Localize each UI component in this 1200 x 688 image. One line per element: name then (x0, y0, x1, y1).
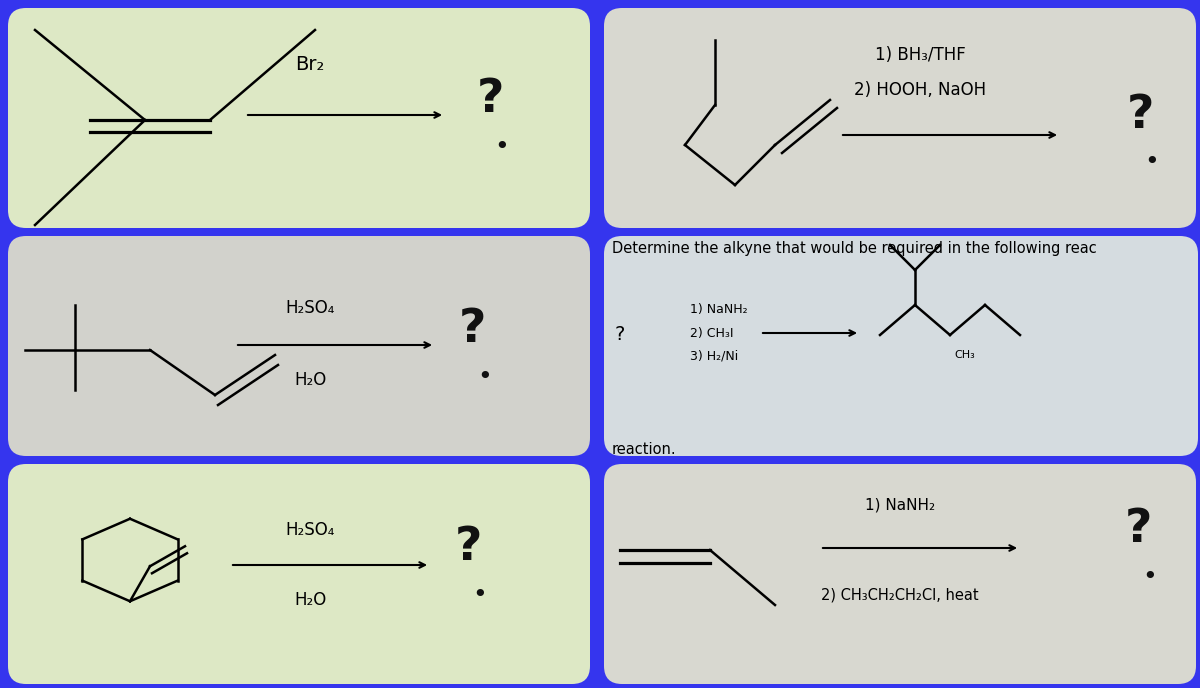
Text: •: • (1142, 565, 1157, 589)
Text: H₂O: H₂O (294, 371, 326, 389)
Text: ?: ? (460, 308, 487, 352)
FancyBboxPatch shape (604, 8, 1196, 228)
Text: H₂SO₄: H₂SO₄ (286, 521, 335, 539)
Text: Determine the alkyne that would be required in the following reac: Determine the alkyne that would be requi… (612, 241, 1097, 255)
Text: •: • (494, 135, 509, 159)
Text: H₂O: H₂O (294, 591, 326, 609)
Text: 2) CH₃I: 2) CH₃I (690, 327, 733, 339)
Text: 2) CH₃CH₂CH₂Cl, heat: 2) CH₃CH₂CH₂Cl, heat (821, 588, 979, 603)
FancyBboxPatch shape (604, 464, 1196, 684)
FancyBboxPatch shape (604, 236, 1198, 456)
Text: ?: ? (614, 325, 625, 345)
Text: •: • (478, 365, 492, 389)
Text: •: • (473, 583, 487, 607)
Text: •: • (1145, 150, 1159, 174)
Text: CH₃: CH₃ (955, 350, 976, 360)
FancyBboxPatch shape (8, 464, 590, 684)
Text: ?: ? (1127, 92, 1153, 138)
Text: ?: ? (1124, 508, 1152, 552)
Text: H₂SO₄: H₂SO₄ (286, 299, 335, 317)
Text: 1) BH₃/THF: 1) BH₃/THF (875, 46, 965, 64)
Text: 1) NaNH₂: 1) NaNH₂ (690, 303, 748, 316)
Text: reaction.: reaction. (612, 442, 677, 458)
Text: Br₂: Br₂ (295, 56, 325, 74)
FancyBboxPatch shape (8, 8, 590, 228)
FancyBboxPatch shape (8, 236, 590, 456)
Text: 2) HOOH, NaOH: 2) HOOH, NaOH (854, 81, 986, 99)
Text: ?: ? (476, 78, 504, 122)
Text: ?: ? (455, 526, 481, 570)
Text: 1) NaNH₂: 1) NaNH₂ (865, 497, 935, 513)
Text: 3) H₂/Ni: 3) H₂/Ni (690, 350, 738, 363)
